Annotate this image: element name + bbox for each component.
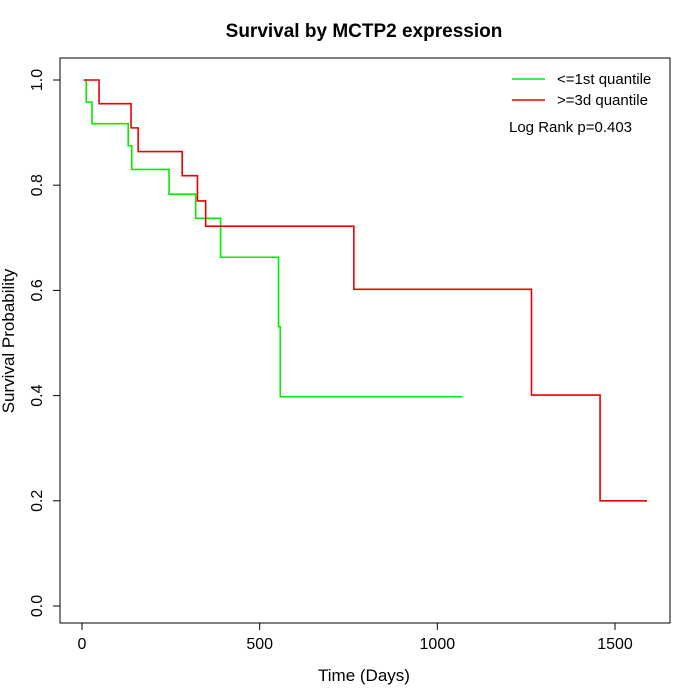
y-tick-label: 0.4 bbox=[29, 384, 46, 406]
series-line-2 bbox=[83, 79, 647, 502]
x-axis: 0 500 1000 1500 bbox=[78, 622, 633, 653]
log-rank-annotation: Log Rank p=0.403 bbox=[509, 119, 632, 136]
legend: <=1st quantile >=3d quantile bbox=[512, 71, 651, 109]
chart-title: Survival by MCTP2 expression bbox=[226, 21, 503, 42]
series-layer bbox=[83, 79, 647, 502]
y-tick-label: 0.2 bbox=[29, 490, 46, 512]
y-tick-label: 0.6 bbox=[29, 279, 46, 301]
x-tick-label: 0 bbox=[78, 636, 87, 653]
y-axis-label: Survival Probability bbox=[0, 268, 18, 413]
y-tick-label: 0.8 bbox=[29, 174, 46, 196]
series-line-1 bbox=[83, 79, 463, 398]
legend-label-2: >=3d quantile bbox=[557, 92, 648, 109]
x-axis-label: Time (Days) bbox=[318, 666, 410, 685]
legend-label-1: <=1st quantile bbox=[557, 71, 651, 88]
plot-frame bbox=[59, 57, 671, 624]
y-tick-label: 1.0 bbox=[29, 69, 46, 91]
x-tick-label: 1500 bbox=[597, 636, 633, 653]
y-axis: 0.0 0.2 0.4 0.6 0.8 1.0 bbox=[29, 69, 61, 617]
x-tick-label: 1000 bbox=[420, 636, 456, 653]
y-tick-label: 0.0 bbox=[29, 595, 46, 617]
x-tick-label: 500 bbox=[246, 636, 273, 653]
